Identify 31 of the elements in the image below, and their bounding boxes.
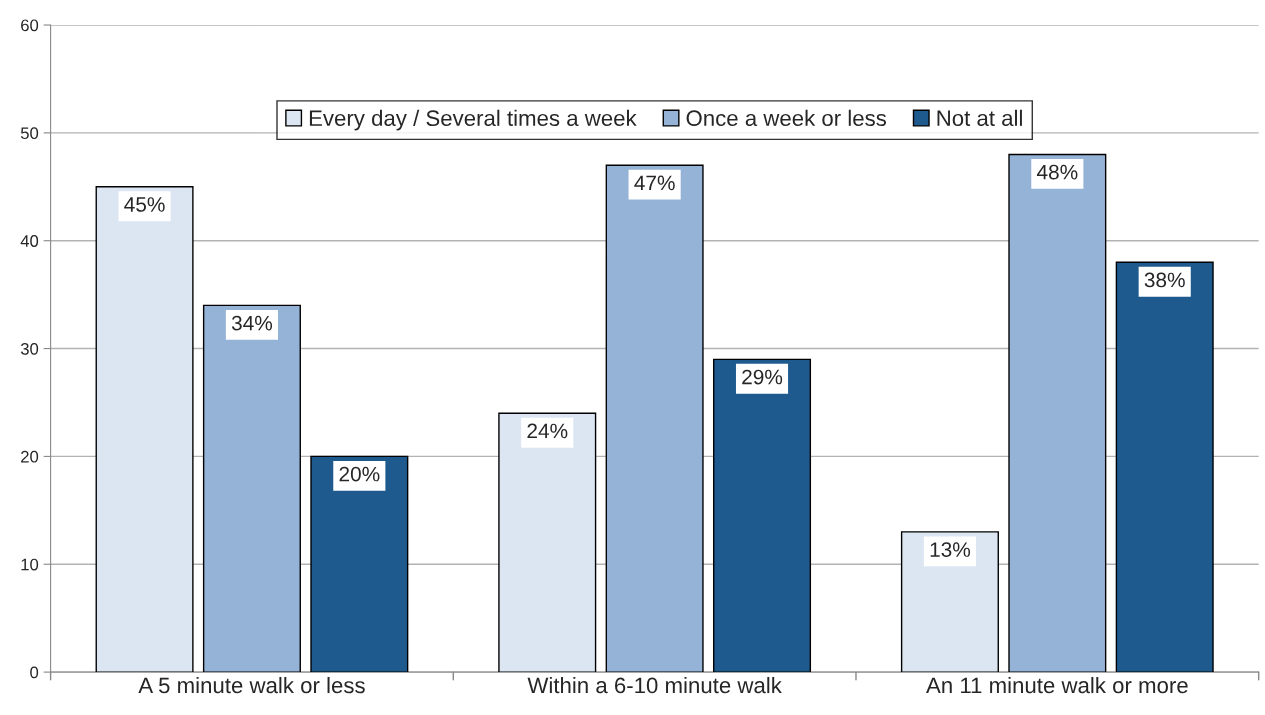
legend-label: Not at all [937, 109, 1022, 127]
data-label: 38% [1144, 272, 1185, 288]
y-tick-label: 0 [30, 666, 39, 679]
bar [310, 455, 409, 673]
y-tick-label: 10 [21, 558, 39, 571]
legend-label: Every day / Several times a week [309, 109, 637, 131]
y-tick-label: 50 [20, 127, 39, 140]
bar [1115, 261, 1214, 673]
x-tick-label: An 11 minute walk or more [926, 676, 1188, 694]
y-tick-label: 20 [21, 450, 39, 463]
data-label: 45% [124, 197, 165, 212]
bar [1008, 153, 1107, 673]
data-label: 29% [742, 369, 783, 385]
bar [900, 531, 999, 673]
y-tick-label: 30 [20, 342, 39, 355]
bar [498, 412, 597, 673]
legend-label: Once a week or less [686, 109, 887, 127]
x-tick-label: A 5 minute walk or less [138, 676, 365, 694]
x-tick-label: Within a 6-10 minute walk [527, 676, 782, 694]
data-label: 20% [339, 466, 380, 482]
bar [202, 304, 301, 673]
y-tick-label: 40 [20, 235, 39, 247]
y-tick-label: 60 [21, 19, 39, 32]
bar [713, 358, 812, 673]
data-label: 13% [930, 542, 971, 557]
data-label: 24% [527, 423, 568, 439]
bar [605, 164, 704, 673]
data-label: 48% [1036, 164, 1078, 180]
data-label: 34% [231, 315, 273, 331]
data-label: 47% [634, 175, 675, 191]
bar [95, 186, 194, 673]
